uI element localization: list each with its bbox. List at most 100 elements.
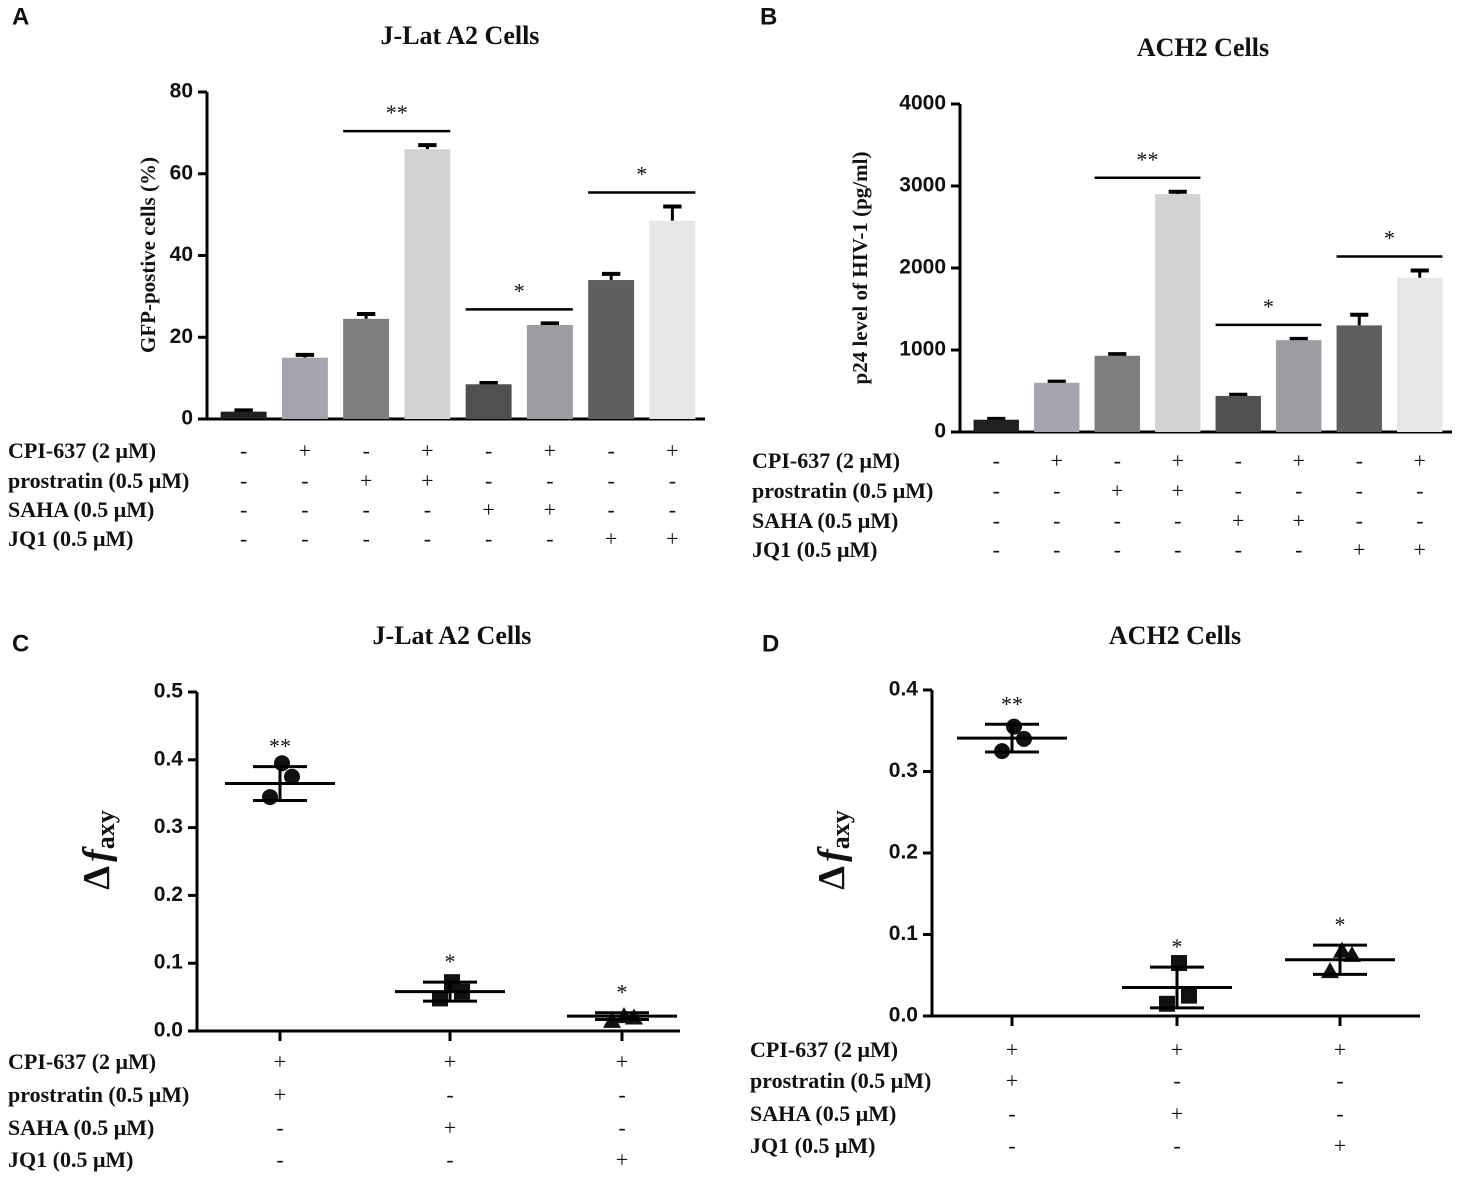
condition-sign: + <box>1051 448 1063 473</box>
condition-sign: + <box>1353 537 1365 562</box>
condition-sign: - <box>669 497 676 522</box>
condition-sign: + <box>616 1049 628 1074</box>
significance-label: * <box>1172 934 1183 959</box>
y-axis-label: GFP-postive cells (%) <box>136 157 160 353</box>
y-tick-label: 1000 <box>899 338 946 361</box>
condition-label: CPI-637 (2 μM) <box>8 1049 156 1074</box>
y-tick-label: 0.4 <box>889 678 919 701</box>
condition-sign: - <box>1174 537 1181 562</box>
panel-letter: B <box>760 3 777 30</box>
condition-sign: - <box>362 497 369 522</box>
condition-sign: + <box>421 438 433 463</box>
condition-sign: - <box>301 497 308 522</box>
bar <box>1336 325 1382 432</box>
data-point <box>1333 941 1351 958</box>
condition-sign: - <box>240 497 247 522</box>
y-tick-label: 0.2 <box>154 883 183 906</box>
condition-sign: + <box>274 1049 286 1074</box>
y-tick-label: 0.0 <box>154 1019 183 1042</box>
y-tick-label: 0 <box>934 420 946 443</box>
condition-sign: + <box>544 497 556 522</box>
y-label-subscript: axy <box>91 810 120 849</box>
condition-sign: - <box>1235 478 1242 503</box>
condition-sign: - <box>607 497 614 522</box>
y-tick-label: 0 <box>181 407 193 430</box>
condition-label: SAHA (0.5 μM) <box>8 1115 154 1140</box>
condition-sign: - <box>1416 478 1423 503</box>
condition-sign: - <box>1356 448 1363 473</box>
y-tick-label: 80 <box>170 80 193 103</box>
condition-sign: + <box>444 1049 456 1074</box>
condition-label: prostratin (0.5 μM) <box>8 1082 189 1107</box>
condition-sign: - <box>362 438 369 463</box>
significance-label: * <box>1263 294 1274 319</box>
condition-sign: - <box>424 497 431 522</box>
y-tick-label: 0.0 <box>889 1004 918 1027</box>
condition-label: CPI-637 (2 μM) <box>8 438 156 463</box>
condition-label: SAHA (0.5 μM) <box>752 508 898 533</box>
y-label-variable: f <box>811 846 853 862</box>
condition-sign: - <box>485 526 492 551</box>
condition-sign: - <box>618 1082 625 1107</box>
panel-letter: C <box>12 630 29 657</box>
data-point <box>262 789 278 806</box>
condition-label: prostratin (0.5 μM) <box>752 478 933 503</box>
y-tick-label: 60 <box>170 161 193 184</box>
condition-sign: - <box>546 526 553 551</box>
condition-sign: - <box>546 468 553 493</box>
condition-sign: - <box>1053 478 1060 503</box>
condition-sign: - <box>240 438 247 463</box>
y-tick-label: 4000 <box>899 92 946 115</box>
condition-sign: + <box>605 526 617 551</box>
condition-sign: - <box>993 478 1000 503</box>
condition-sign: + <box>274 1082 286 1107</box>
condition-label: JQ1 (0.5 μM) <box>752 537 878 562</box>
bar <box>1397 277 1443 432</box>
condition-sign: - <box>993 508 1000 533</box>
data-point <box>1181 987 1197 1004</box>
bar <box>220 411 267 419</box>
significance-label: * <box>1384 226 1395 251</box>
condition-sign: - <box>993 537 1000 562</box>
condition-sign: + <box>1006 1068 1018 1093</box>
y-tick-label: 0.3 <box>154 815 183 838</box>
condition-sign: + <box>1334 1133 1346 1158</box>
condition-sign: - <box>276 1147 283 1172</box>
condition-sign: - <box>1008 1101 1015 1126</box>
condition-sign: - <box>1356 478 1363 503</box>
condition-sign: - <box>1235 537 1242 562</box>
condition-sign: - <box>301 526 308 551</box>
condition-sign: - <box>1114 537 1121 562</box>
condition-sign: + <box>544 438 556 463</box>
significance-label: * <box>636 161 647 186</box>
condition-sign: - <box>1295 537 1302 562</box>
significance-label: ** <box>386 100 408 125</box>
condition-sign: - <box>1336 1068 1343 1093</box>
condition-sign: - <box>1295 478 1302 503</box>
panel-letter: D <box>762 630 779 657</box>
condition-label: SAHA (0.5 μM) <box>750 1101 896 1126</box>
data-point <box>1006 718 1022 735</box>
y-tick-label: 0.5 <box>154 680 184 703</box>
condition-sign: + <box>1334 1037 1346 1062</box>
data-point <box>1343 945 1361 962</box>
y-label-subscript: axy <box>826 810 855 849</box>
y-tick-label: 0.1 <box>154 951 184 974</box>
condition-sign: - <box>607 468 614 493</box>
y-axis-label: Δfaxy <box>811 810 855 889</box>
significance-label: * <box>514 278 525 303</box>
significance-label: * <box>445 949 456 974</box>
condition-label: JQ1 (0.5 μM) <box>750 1133 876 1158</box>
condition-label: prostratin (0.5 μM) <box>8 468 189 493</box>
bar <box>1276 340 1322 432</box>
condition-sign: - <box>362 526 369 551</box>
condition-sign: + <box>1111 478 1123 503</box>
significance-label: ** <box>1137 147 1159 172</box>
y-axis-label: Δfaxy <box>76 810 120 889</box>
condition-sign: - <box>1053 508 1060 533</box>
y-label-symbol: Δ <box>811 866 853 890</box>
condition-sign: + <box>1171 1101 1183 1126</box>
y-tick-label: 40 <box>170 243 193 266</box>
bar <box>1034 382 1080 432</box>
condition-sign: + <box>1172 448 1184 473</box>
